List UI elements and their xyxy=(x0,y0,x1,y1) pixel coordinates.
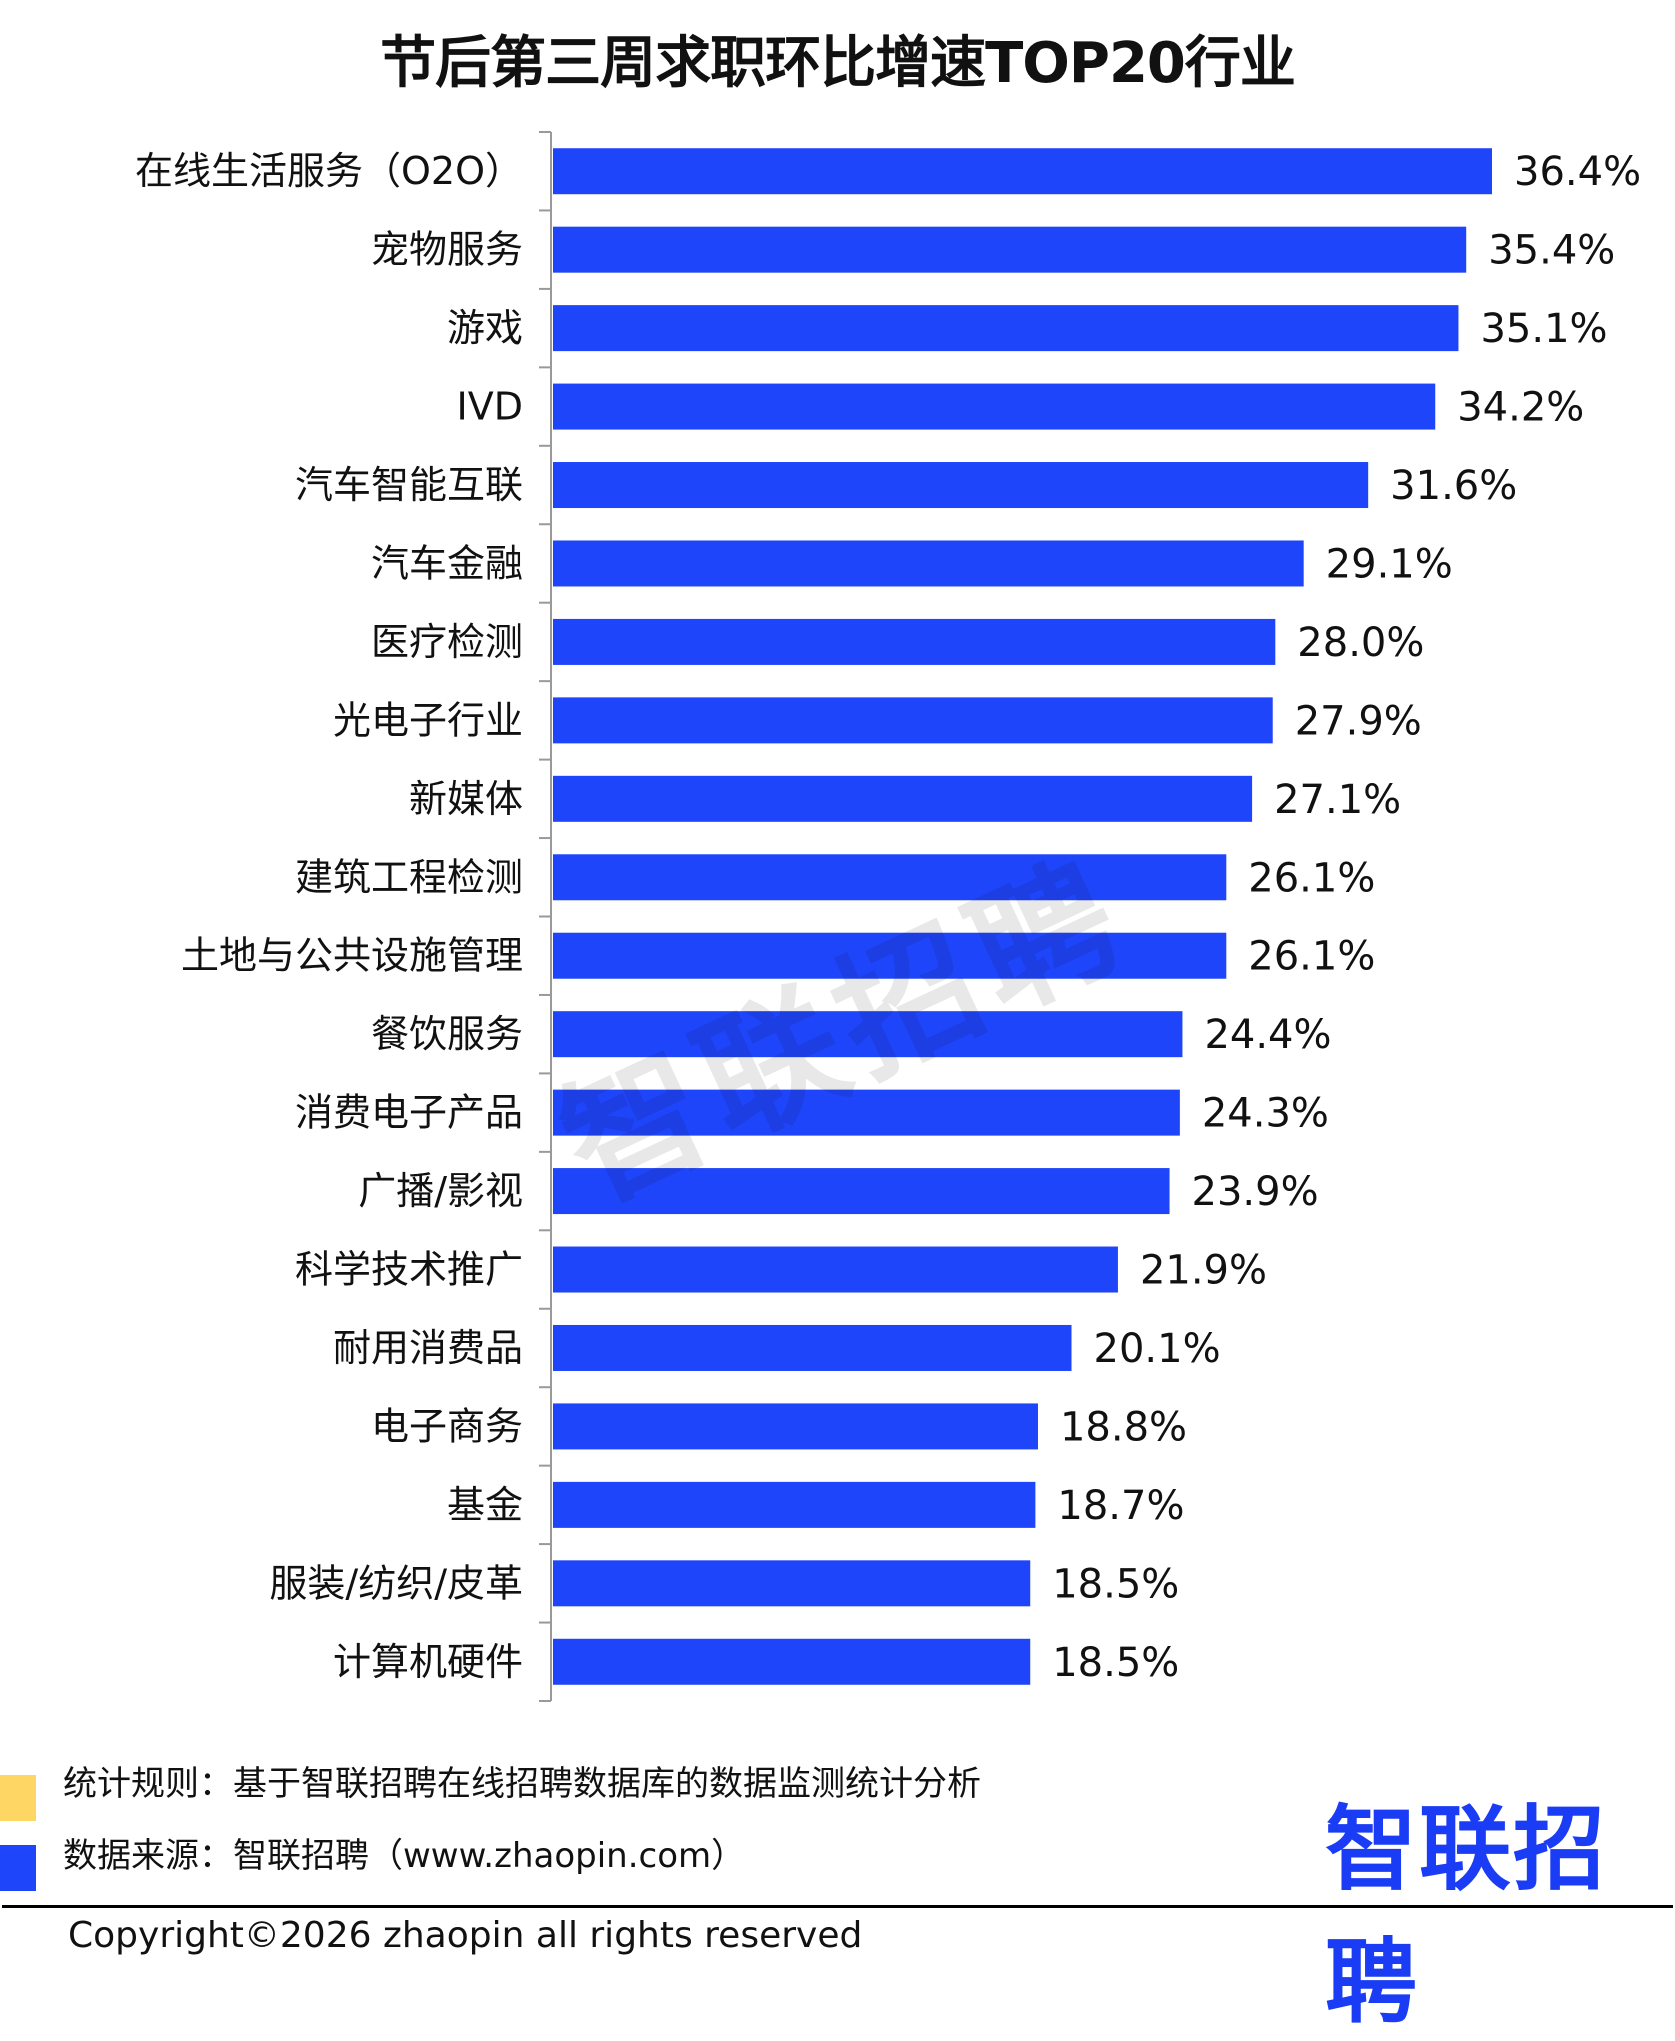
bar xyxy=(553,697,1273,744)
category-label: 游戏 xyxy=(447,306,523,350)
category-label: 服装/纺织/皮革 xyxy=(269,1561,523,1605)
bar xyxy=(553,1403,1038,1450)
bar xyxy=(553,1481,1036,1528)
category-label: 消费电子产品 xyxy=(295,1091,523,1135)
bar xyxy=(553,1638,1031,1685)
value-label: 27.9% xyxy=(1295,698,1422,744)
category-label: 广播/影视 xyxy=(358,1169,523,1213)
bar xyxy=(553,1011,1183,1058)
category-label: 医疗检测 xyxy=(371,620,523,664)
value-label: 26.1% xyxy=(1248,855,1375,901)
value-label: 28.0% xyxy=(1297,620,1424,666)
value-label: 29.1% xyxy=(1326,541,1453,587)
category-label: 汽车金融 xyxy=(371,541,523,585)
bar xyxy=(553,462,1369,509)
value-label: 18.5% xyxy=(1052,1640,1179,1686)
value-label: 24.3% xyxy=(1202,1091,1329,1137)
value-label: 31.6% xyxy=(1390,463,1517,509)
stat-rule-note: 统计规则：基于智联招聘在线招聘数据库的数据监测统计分析 xyxy=(63,1764,981,1804)
bar xyxy=(553,1324,1072,1371)
data-source-note: 数据来源：智联招聘（www.zhaopin.com） xyxy=(63,1836,746,1876)
bar xyxy=(553,1089,1180,1136)
bar-chart: 在线生活服务（O2O） 36.4% 宠物服务 35.4% 游戏 35.1% IVD 34.2%… xyxy=(135,131,1641,1702)
bar xyxy=(553,305,1459,352)
category-label: 基金 xyxy=(447,1483,523,1527)
category-label: 在线生活服务（O2O） xyxy=(135,149,523,193)
value-label: 27.1% xyxy=(1274,777,1401,823)
zhaopin-logo: 智联招聘 xyxy=(1325,1796,1608,2036)
value-label: 18.5% xyxy=(1052,1561,1179,1607)
value-label: 35.1% xyxy=(1480,306,1607,352)
category-label: 建筑工程检测 xyxy=(295,855,523,899)
value-label: 18.8% xyxy=(1060,1404,1187,1450)
value-label: 35.4% xyxy=(1488,228,1615,274)
chart-title: 节后第三周求职环比增速TOP20行业 xyxy=(380,31,1296,96)
category-label: 土地与公共设施管理 xyxy=(181,934,523,978)
value-label: 23.9% xyxy=(1192,1169,1319,1215)
bar xyxy=(553,148,1492,195)
copyright-text: Copyright©2026 zhaopin all rights reserv… xyxy=(68,1915,863,1956)
category-label: 耐用消费品 xyxy=(333,1326,523,1370)
bar xyxy=(553,854,1227,901)
bar xyxy=(553,226,1467,273)
bar xyxy=(553,618,1276,665)
value-label: 18.7% xyxy=(1057,1483,1184,1529)
category-label: 计算机硬件 xyxy=(333,1640,523,1684)
value-label: 26.1% xyxy=(1248,934,1375,980)
bar xyxy=(553,775,1253,822)
category-label: 电子商务 xyxy=(371,1404,523,1448)
value-label: 20.1% xyxy=(1094,1326,1221,1372)
footer-divider xyxy=(2,1905,1673,1908)
bar xyxy=(553,1560,1031,1607)
value-label: 34.2% xyxy=(1457,385,1584,431)
category-label: 科学技术推广 xyxy=(295,1248,523,1292)
category-label: 光电子行业 xyxy=(333,698,523,742)
bar xyxy=(553,932,1227,979)
category-label: 宠物服务 xyxy=(371,228,523,272)
category-label: IVD xyxy=(457,385,523,429)
legend-square-blue xyxy=(0,1845,36,1891)
bar xyxy=(553,383,1436,430)
category-label: 汽车智能互联 xyxy=(295,463,523,507)
value-label: 24.4% xyxy=(1204,1012,1331,1058)
bar xyxy=(553,540,1304,587)
category-label: 餐饮服务 xyxy=(371,1012,523,1056)
category-label: 新媒体 xyxy=(409,777,523,821)
bar xyxy=(553,1246,1118,1293)
legend-square-yellow xyxy=(0,1775,36,1821)
bar xyxy=(553,1168,1170,1215)
value-label: 36.4% xyxy=(1514,149,1641,195)
value-label: 21.9% xyxy=(1140,1248,1267,1294)
